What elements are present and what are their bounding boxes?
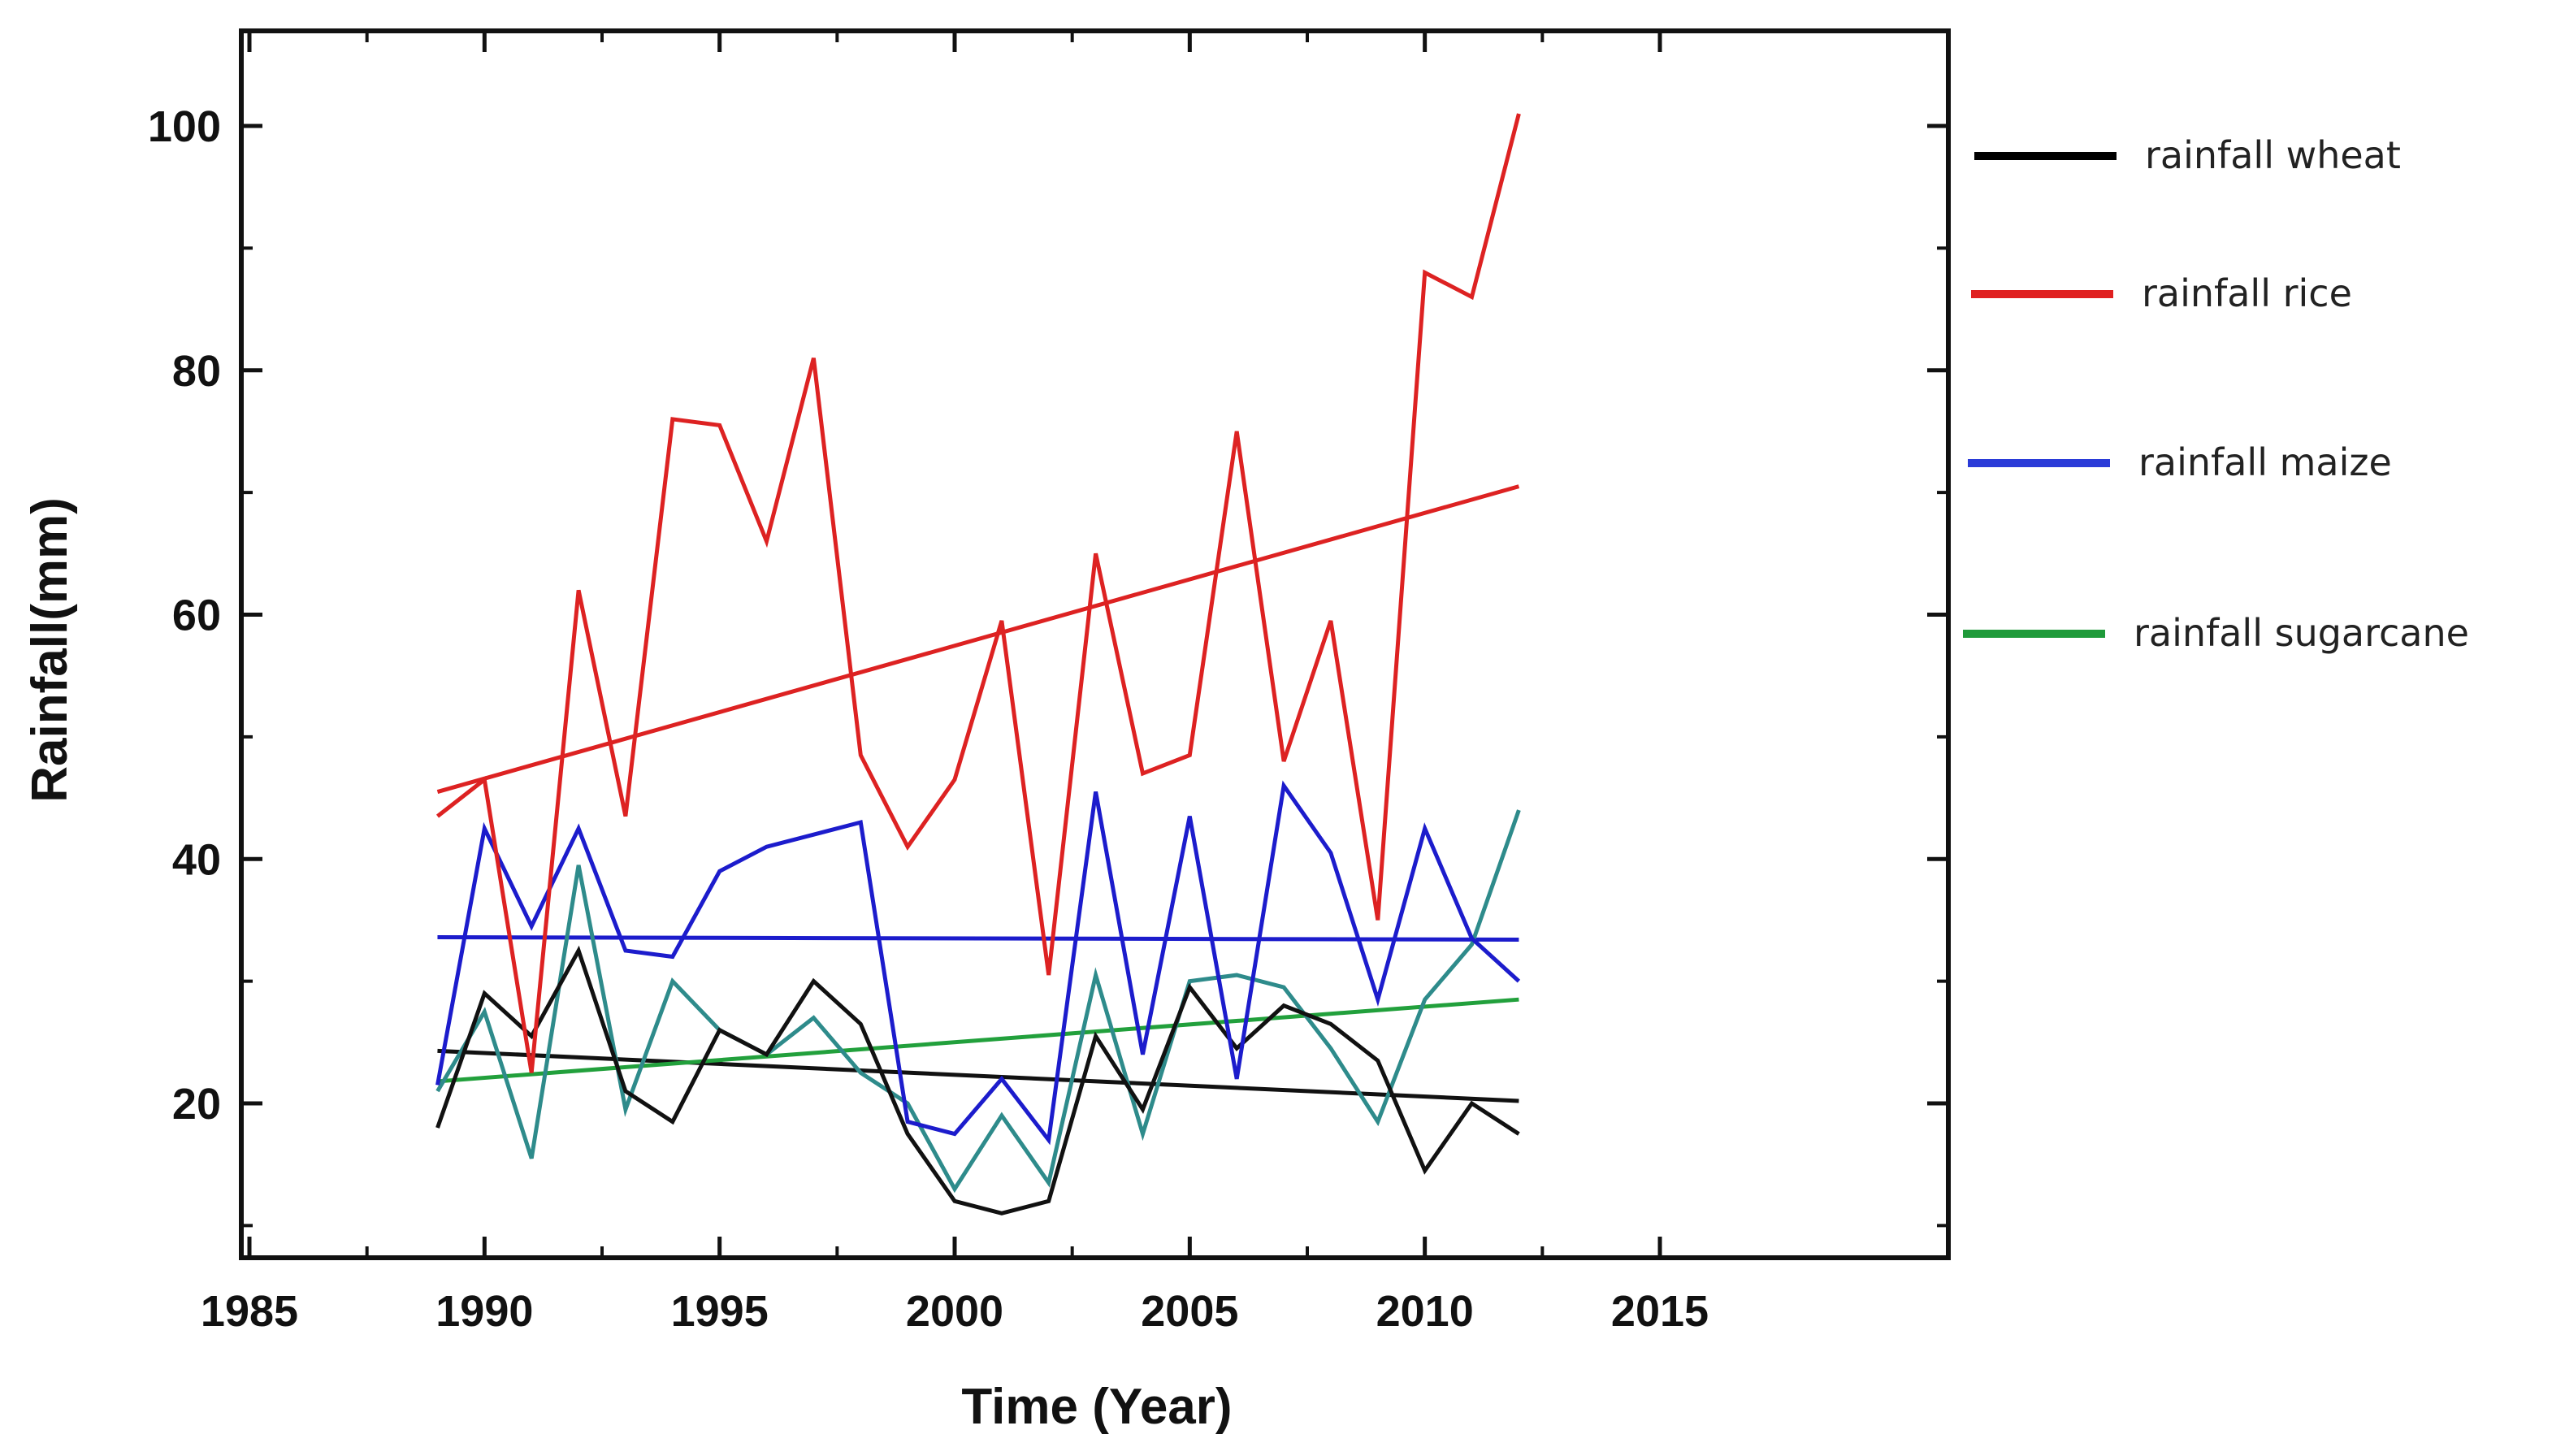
x-tick-label: 1985: [201, 1287, 298, 1336]
legend-label: rainfall sugarcane: [2134, 611, 2469, 655]
series-line-rainfall-rice: [435, 113, 1521, 1073]
legend: rainfall wheat rainfall rice rainfall maiz…: [1963, 133, 2469, 655]
axis-ticks: [241, 31, 1948, 1258]
series-line-rainfall-wheat: [435, 945, 1520, 1216]
y-tick-label: 40: [172, 835, 221, 884]
legend-label: rainfall rice: [2142, 271, 2352, 315]
y-axis-title: Rainfall(mm): [22, 497, 78, 802]
trend-line-rainfall-maize: [437, 934, 1519, 942]
y-tick-label: 60: [172, 592, 221, 640]
x-tick-label: 2000: [906, 1287, 1003, 1336]
y-tick-label: 80: [172, 347, 221, 396]
trend-line-rainfall-wheat: [437, 1048, 1519, 1103]
x-tick-labels: 1985 1990 1995 2000 2005 2010 2015: [201, 1287, 1709, 1336]
x-tick-label: 2005: [1141, 1287, 1238, 1336]
x-tick-label: 1995: [671, 1287, 769, 1336]
legend-label: rainfall wheat: [2145, 133, 2401, 177]
y-tick-label: 20: [172, 1080, 221, 1129]
x-tick-label: 2015: [1611, 1287, 1709, 1336]
trend-line-rainfall-rice: [436, 484, 1520, 794]
y-tick-label: 100: [148, 102, 221, 151]
x-tick-label: 2010: [1376, 1287, 1474, 1336]
x-tick-label: 1990: [435, 1287, 533, 1336]
legend-label: rainfall maize: [2138, 440, 2392, 484]
plot-frame: [239, 28, 1951, 1260]
series-line-rainfall-sugarcane: [435, 809, 1521, 1194]
series-line-rainfall-maize: [435, 780, 1521, 1146]
series-lines: [435, 113, 1521, 1216]
y-tick-labels: 20 40 60 80 100: [148, 102, 221, 1129]
x-axis-title: Time (Year): [961, 1379, 1232, 1435]
